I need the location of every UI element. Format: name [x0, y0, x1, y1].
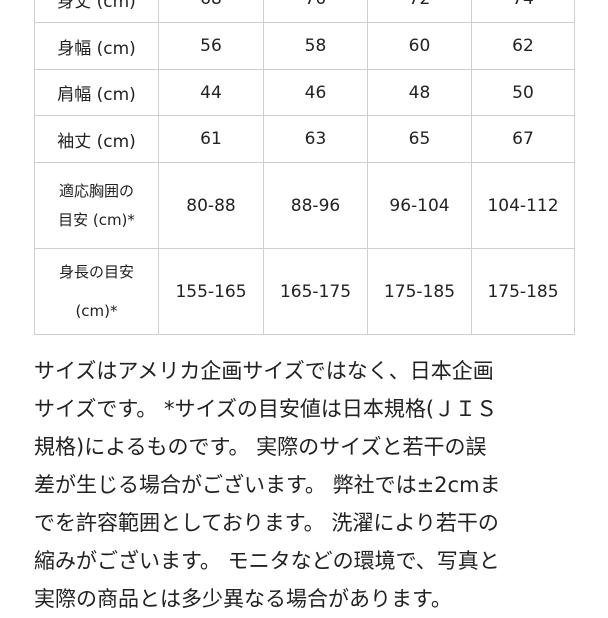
- cell: 62: [471, 22, 575, 70]
- row-label: 身幅 (cm): [34, 22, 159, 70]
- row-label: 身丈 (cm): [34, 0, 159, 23]
- cell: 88-96: [263, 162, 368, 249]
- row-label: 身長の目安 (cm)*: [34, 248, 159, 335]
- note-line: でを許容範囲としております。 洗濯により若干の: [34, 511, 499, 535]
- cell: 56: [158, 22, 264, 70]
- cell: 70: [263, 0, 368, 23]
- cell: 44: [158, 69, 264, 116]
- cell: 74: [471, 0, 575, 23]
- note-line: 実際の商品とは多少異なる場合があります。: [34, 587, 452, 611]
- label-line: 目安 (cm)*: [58, 210, 135, 229]
- note-line: 差が生じる場合がございます。 弊社では±2cmま: [34, 473, 501, 497]
- table-row: 袖丈 (cm) 61 63 65 67: [34, 115, 575, 163]
- label-line: 身長の目安: [58, 262, 134, 281]
- cell: 175-185: [471, 248, 575, 335]
- label-line: 適応胸囲の: [58, 182, 134, 200]
- cell: 96-104: [367, 162, 472, 249]
- cell: 68: [158, 0, 264, 23]
- table-row: 適応胸囲の目安 (cm)* 80-88 88-96 96-104 104-112: [34, 162, 575, 249]
- cell: 58: [263, 22, 368, 70]
- cell: 72: [367, 0, 472, 23]
- size-note: サイズはアメリカ企画サイズではなく、日本企画 サイズです。 *サイズの目安値は日…: [34, 352, 594, 618]
- cell: 104-112: [471, 162, 575, 249]
- cell: 175-185: [367, 248, 472, 335]
- cell: 60: [367, 22, 472, 70]
- row-label: 袖丈 (cm): [34, 115, 159, 163]
- cell: 67: [471, 115, 575, 163]
- table-row: 身幅 (cm) 56 58 60 62: [34, 22, 575, 70]
- cell: 165-175: [263, 248, 368, 335]
- note-line: サイズです。 *サイズの目安値は日本規格(ＪＩＳ: [34, 397, 498, 421]
- cell: 80-88: [158, 162, 264, 249]
- cell: 50: [471, 69, 575, 116]
- cell: 65: [367, 115, 472, 163]
- table-row: 肩幅 (cm) 44 46 48 50: [34, 69, 575, 116]
- note-line: 規格)によるものです。 実際のサイズと若干の誤: [34, 435, 487, 459]
- size-table: 身丈 (cm) 68 70 72 74 身幅 (cm) 56 58 60 62 …: [34, 0, 575, 335]
- cell: 48: [367, 69, 472, 116]
- cell: 63: [263, 115, 368, 163]
- row-label: 適応胸囲の目安 (cm)*: [34, 162, 159, 249]
- label-line: (cm)*: [75, 301, 118, 320]
- note-line: 縮みがございます。 モニタなどの環境で、写真と: [34, 549, 500, 573]
- table-row: 身長の目安 (cm)* 155-165 165-175 175-185 175-1…: [34, 248, 575, 335]
- table-row: 身丈 (cm) 68 70 72 74: [34, 0, 575, 23]
- cell: 155-165: [158, 248, 264, 335]
- cell: 61: [158, 115, 264, 163]
- note-line: サイズはアメリカ企画サイズではなく、日本企画: [34, 359, 494, 383]
- row-label: 肩幅 (cm): [34, 69, 159, 116]
- cell: 46: [263, 69, 368, 116]
